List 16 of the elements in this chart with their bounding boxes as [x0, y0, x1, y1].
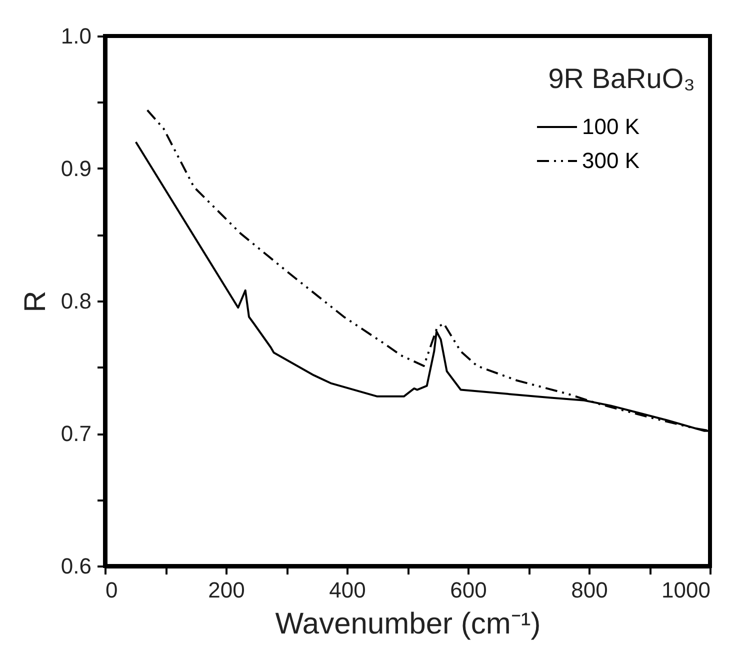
y-axis-title: R: [18, 290, 52, 312]
x-tick-label: 1000: [662, 578, 710, 602]
y-tick-label: 0.6: [60, 554, 92, 578]
x-tick-label: 400: [329, 578, 366, 602]
x-tick-label: 200: [208, 578, 245, 602]
legend-label: 100 K: [582, 114, 640, 139]
y-tick-label: 0.9: [60, 156, 92, 181]
y-tick-label: 0.8: [60, 288, 92, 314]
x-tick-label: 0: [106, 578, 118, 602]
annotation: 9R BaRuO₃: [548, 63, 695, 94]
y-tick-label: 1.0: [60, 24, 92, 48]
x-axis-title: Wavenumber (cm⁻¹): [275, 608, 541, 640]
legend-label: 300 K: [582, 148, 640, 173]
y-tick-label: 0.7: [60, 421, 92, 446]
x-tick-label: 800: [571, 578, 608, 602]
x-tick-label: 600: [450, 578, 487, 602]
